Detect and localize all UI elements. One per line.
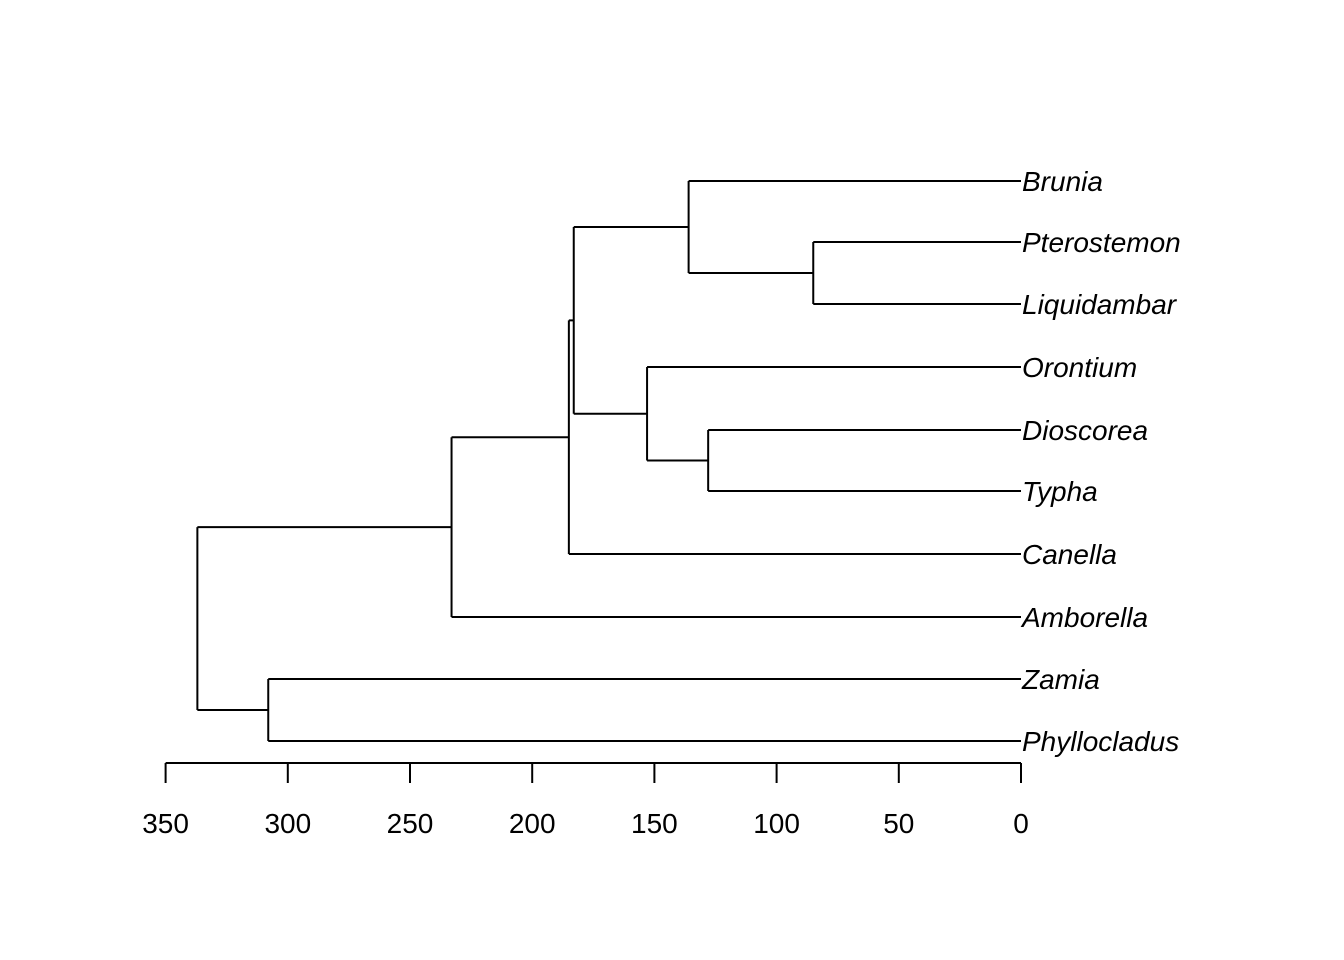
tip-label: Zamia (1021, 664, 1100, 695)
time-axis: 350 300 250 200 150 100 50 0 (142, 762, 1029, 839)
tip-label: Liquidambar (1022, 289, 1178, 320)
tip-label: Orontium (1022, 352, 1137, 383)
axis-tick-label: 100 (753, 808, 800, 839)
axis-tick-label: 0 (1013, 808, 1029, 839)
axis-tick-label: 200 (509, 808, 556, 839)
tip-label: Brunia (1022, 166, 1103, 197)
tip-labels: Brunia Pterostemon Liquidambar Orontium Dios… (1020, 166, 1181, 757)
axis-ticks: 350 300 250 200 150 100 50 0 (142, 763, 1029, 839)
axis-tick-label: 300 (264, 808, 311, 839)
tip-label: Canella (1022, 539, 1117, 570)
tip-label: Dioscorea (1022, 415, 1148, 446)
tip-label: Typha (1022, 476, 1098, 507)
tree-branches (196, 180, 1021, 742)
axis-tick-label: 250 (387, 808, 434, 839)
tip-label: Amborella (1020, 602, 1148, 633)
axis-tick-label: 150 (631, 808, 678, 839)
axis-tick-label: 50 (883, 808, 914, 839)
axis-tick-label: 350 (142, 808, 189, 839)
tip-label: Phyllocladus (1022, 726, 1179, 757)
tip-label: Pterostemon (1022, 227, 1181, 258)
